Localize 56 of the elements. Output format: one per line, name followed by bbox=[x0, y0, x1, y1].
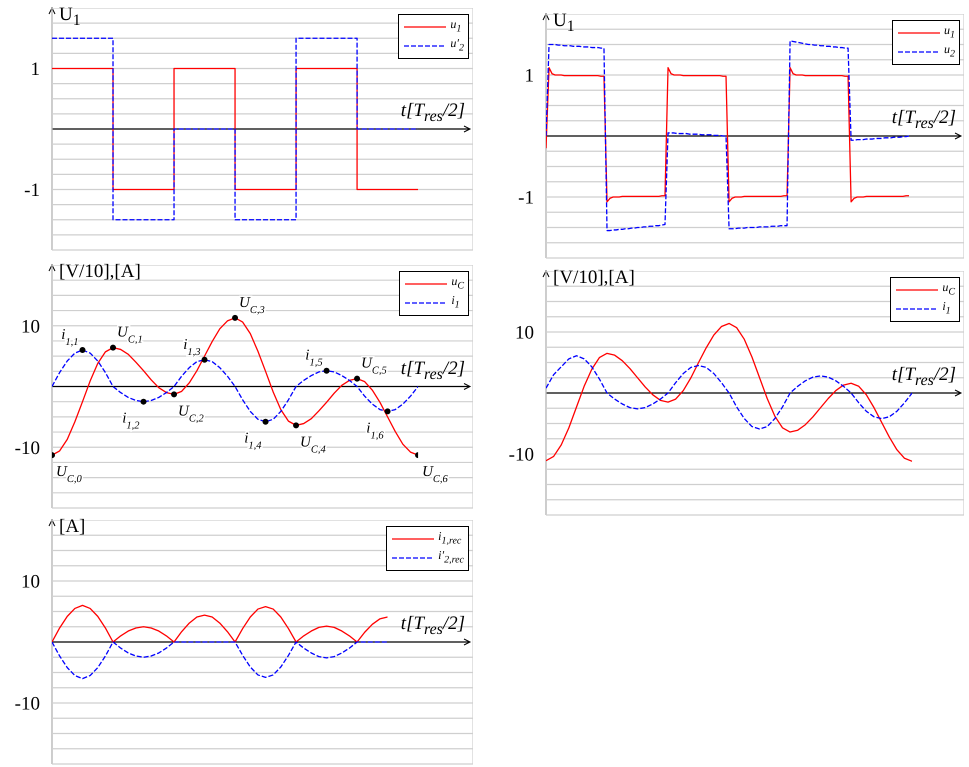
annotation: i$_{1,2}$ bbox=[122, 410, 140, 432]
annotation: U$_{C,4}$ bbox=[300, 434, 327, 455]
point bbox=[354, 376, 360, 382]
legend-label: u$_{C}$ bbox=[942, 280, 955, 300]
annotation: U$_{C,5}$ bbox=[361, 356, 387, 376]
legend-label: i$_{1,rec}$ bbox=[438, 529, 462, 548]
line-series bbox=[52, 604, 388, 643]
legend-label: i$_{1}$ bbox=[942, 299, 951, 319]
x-axis-title: t[T$_{res}$/2] bbox=[400, 99, 465, 127]
y-axis-title: [V/10],[A] bbox=[553, 267, 635, 289]
annotation: U$_{C,1}$ bbox=[117, 324, 143, 346]
annotation: U$_{C,2}$ bbox=[178, 403, 204, 424]
y-tick-label: -1 bbox=[24, 180, 40, 202]
y-tick-label: -1 bbox=[518, 188, 534, 209]
point bbox=[202, 356, 208, 363]
annotation: U$_{C,3}$ bbox=[239, 294, 265, 316]
y-tick-label: 10 bbox=[21, 572, 40, 593]
y-tick-label: -10 bbox=[508, 444, 534, 466]
point bbox=[140, 398, 147, 405]
point bbox=[324, 368, 330, 374]
point bbox=[384, 408, 391, 414]
x-axis-title: t[T$_{res}$/2] bbox=[892, 106, 956, 134]
x-axis-title: t[T$_{res}$/2] bbox=[892, 363, 956, 391]
y-axis-title: U$_{1}$ bbox=[59, 4, 81, 31]
y-axis-title: [V/10],[A] bbox=[59, 261, 141, 283]
annotation: i$_{1,3}$ bbox=[183, 336, 201, 358]
y-axis-title: U$_{1}$ bbox=[553, 10, 575, 37]
annotation: i$_{1,1}$ bbox=[61, 327, 79, 348]
line-series bbox=[52, 641, 388, 680]
legend-label: u$_{1}$ bbox=[450, 17, 462, 36]
annotation: i$_{1,6}$ bbox=[366, 420, 384, 441]
y-tick-label: 1 bbox=[524, 66, 534, 87]
text: U$_{C,6}$ bbox=[422, 464, 449, 485]
y-tick-label: 10 bbox=[21, 316, 40, 338]
y-tick-label: 1 bbox=[30, 59, 40, 80]
y-tick-label: 10 bbox=[515, 322, 534, 344]
y-tick-label: -10 bbox=[14, 438, 40, 459]
y-tick-label: -10 bbox=[14, 694, 40, 715]
legend-label: u$_{C}$ bbox=[451, 274, 464, 294]
annotation: U$_{C,0}$ bbox=[56, 464, 82, 485]
legend-label: u$_{1}$ bbox=[944, 23, 955, 42]
point bbox=[232, 314, 238, 321]
point bbox=[171, 391, 178, 398]
x-axis-title: t[T$_{res}$/2] bbox=[400, 356, 465, 384]
annotation: i$_{1,5}$ bbox=[305, 348, 323, 368]
point bbox=[293, 422, 300, 428]
legend-label: i$_{1}$ bbox=[451, 293, 460, 313]
legend-label: u$_{2}$ bbox=[944, 42, 955, 62]
legend-label: u′$_{2}$ bbox=[450, 36, 464, 56]
legend-label: i′$_{2,rec}$ bbox=[438, 548, 464, 568]
x-axis-title: t[T$_{res}$/2] bbox=[400, 612, 465, 640]
annotation: i$_{1,4}$ bbox=[244, 430, 262, 452]
point bbox=[80, 347, 86, 354]
point bbox=[110, 344, 116, 351]
y-axis-title: [A] bbox=[59, 516, 86, 538]
point bbox=[262, 418, 269, 425]
